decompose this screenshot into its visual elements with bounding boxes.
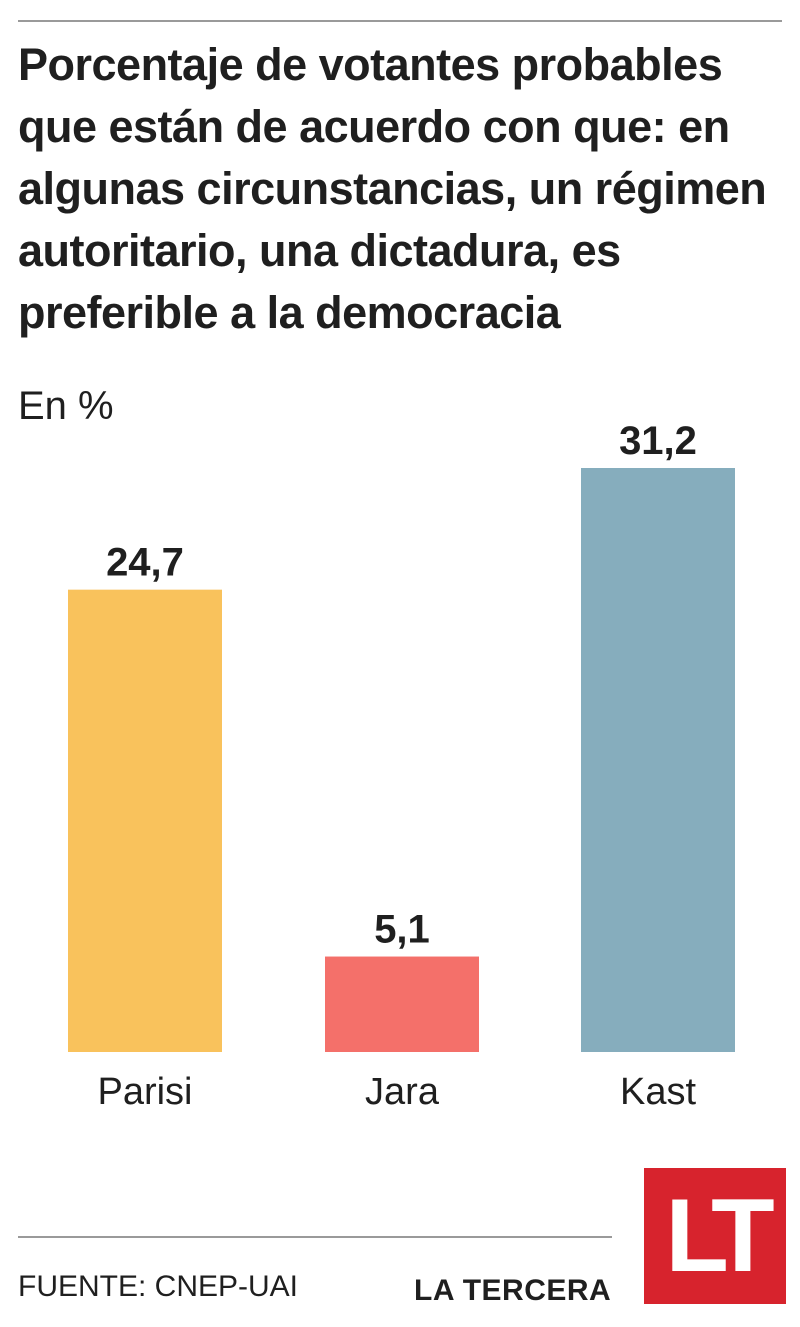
unit-label: En % xyxy=(18,384,114,428)
value-label-kast: 31,2 xyxy=(619,419,697,463)
bar-jara xyxy=(325,956,479,1052)
brand-logo: LT xyxy=(644,1168,786,1304)
bottom-rule xyxy=(18,1236,612,1238)
category-label-jara: Jara xyxy=(365,1071,440,1113)
category-label-kast: Kast xyxy=(620,1071,696,1113)
brand-name: LA TERCERA xyxy=(414,1274,612,1307)
chart-title: Porcentaje de votantes probables que est… xyxy=(18,39,767,338)
top-rule xyxy=(18,20,782,22)
source-note: FUENTE: CNEP-UAI xyxy=(18,1270,299,1303)
value-label-jara: 5,1 xyxy=(374,908,430,952)
bar-parisi xyxy=(68,589,222,1052)
bar-chart: 24,7 Parisi 5,1 Jara 31,2 Kast xyxy=(68,419,735,1113)
category-label-parisi: Parisi xyxy=(97,1071,192,1113)
bar-kast xyxy=(581,468,735,1052)
value-label-parisi: 24,7 xyxy=(106,541,184,585)
